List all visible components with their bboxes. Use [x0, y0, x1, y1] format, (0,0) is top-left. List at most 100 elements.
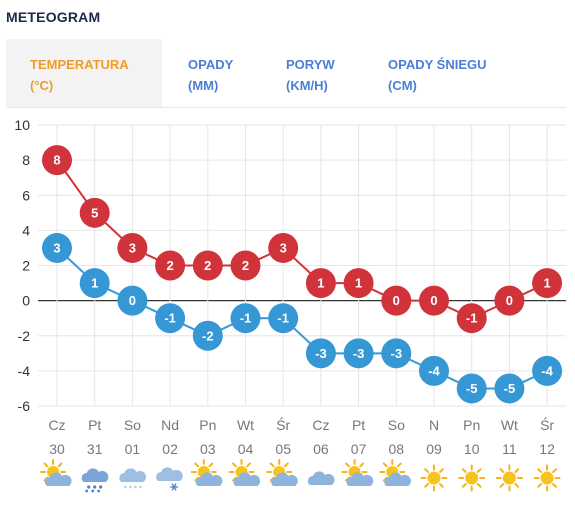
- data-label-max: 1: [317, 276, 324, 291]
- weather-icons-row: [40, 459, 561, 493]
- y-tick-label: 0: [22, 293, 30, 309]
- cloud-shape: [307, 471, 335, 485]
- data-label-max: 2: [204, 258, 211, 273]
- data-point-max: [230, 250, 261, 281]
- data-label-max: 0: [506, 293, 513, 308]
- chart-series: 8 5 3 2 2 2 3 1 1 0 0 -1 0 1 3 1 0 -1 -2 -1 -1 -3 -3 -3 -4 -5 -5 -4: [42, 145, 563, 404]
- rain-drop: [97, 489, 101, 493]
- x-date-label: 05: [275, 441, 291, 457]
- data-label-max: 2: [166, 258, 173, 273]
- sun-ray: [283, 462, 289, 468]
- y-tick-label: -2: [18, 328, 31, 344]
- tab-snowfall-label: OPADY ŚNIEGU: [388, 57, 487, 72]
- sun-ray: [552, 468, 557, 473]
- sun-ray: [461, 483, 467, 488]
- x-day-label: Pn: [463, 417, 480, 433]
- cloud-snowflake-icon: [156, 467, 183, 491]
- data-label-max: 0: [430, 293, 437, 308]
- sun-disc: [427, 471, 441, 485]
- sun-ray: [396, 462, 402, 468]
- data-point-max: [456, 303, 487, 334]
- sun-ray: [424, 468, 429, 473]
- rain-drop: [87, 485, 91, 489]
- data-label-max: 0: [393, 293, 400, 308]
- y-tick-label: 6: [22, 187, 30, 203]
- sun-cloud-icon: [266, 459, 298, 486]
- tab-temperature[interactable]: TEMPERATURA (°C): [6, 39, 162, 107]
- data-label-max: 3: [129, 240, 136, 255]
- data-label-min: -4: [541, 363, 553, 378]
- data-point-max: [532, 268, 563, 299]
- cloud-snow-icon: [119, 468, 147, 489]
- rain-drop: [85, 489, 89, 493]
- cloud-icon: [307, 471, 335, 485]
- data-label-min: -1: [240, 311, 252, 326]
- sun-ray: [476, 468, 482, 473]
- data-label-min: 3: [53, 240, 60, 255]
- sun-icon: [495, 464, 523, 492]
- rain-drop: [93, 485, 97, 489]
- data-point-max: [42, 145, 72, 176]
- sun-cloud-icon: [190, 459, 223, 486]
- sun-ray: [43, 462, 49, 468]
- sun-ray: [499, 483, 505, 488]
- data-point-max: [192, 250, 223, 281]
- data-label-min: -3: [391, 346, 403, 361]
- data-point-min: [230, 303, 261, 334]
- sun-ray: [208, 462, 214, 468]
- snow-dot: [134, 485, 137, 489]
- data-label-max: 2: [242, 258, 249, 273]
- sun-ray: [461, 468, 467, 473]
- data-label-max: -1: [466, 311, 478, 326]
- data-label-min: -4: [428, 363, 440, 378]
- data-point-max: [343, 268, 374, 299]
- chart-axes: -6-4-20246810Cz30Pt31So01Nd02Pn03Wt04Śr0…: [14, 117, 555, 457]
- y-tick-label: 4: [22, 222, 30, 238]
- cloud-shape: [81, 468, 109, 482]
- x-day-label: Nd: [161, 417, 179, 433]
- sun-icon: [533, 464, 561, 492]
- data-point-min: [268, 303, 299, 334]
- tab-gust-unit: (KM/H): [286, 78, 328, 93]
- tab-snowfall[interactable]: OPADY ŚNIEGU (CM): [364, 39, 514, 107]
- x-day-label: Wt: [501, 417, 518, 433]
- tab-gust[interactable]: PORYW (KM/H): [262, 39, 364, 107]
- data-point-min: [192, 320, 223, 351]
- data-point-max: [268, 232, 299, 263]
- cloud-shape: [195, 472, 223, 486]
- sun-ray: [57, 462, 63, 468]
- data-point-min: [117, 285, 148, 316]
- snowflake-stroke: [171, 483, 177, 491]
- sun-cloud-icon: [341, 459, 374, 486]
- sun-icon: [458, 464, 486, 492]
- cloud-shape: [156, 467, 183, 481]
- y-tick-label: -6: [18, 398, 31, 414]
- tab-precipitation-unit: (MM): [188, 78, 219, 93]
- sun-ray: [269, 462, 275, 468]
- x-date-label: 08: [389, 441, 405, 457]
- data-label-min: -3: [353, 346, 365, 361]
- sun-ray: [552, 483, 557, 488]
- x-day-label: Pt: [352, 417, 365, 433]
- data-label-max: 5: [91, 205, 98, 220]
- sun-ray: [439, 468, 444, 473]
- data-label-min: -5: [466, 381, 478, 396]
- x-date-label: 06: [313, 441, 329, 457]
- x-day-label: So: [388, 417, 405, 433]
- cloud-shape: [233, 472, 261, 486]
- data-point-min: [456, 373, 487, 404]
- sun-disc: [502, 471, 516, 485]
- data-point-min: [381, 338, 412, 369]
- data-point-min: [42, 232, 72, 263]
- cloud-shape: [346, 472, 374, 486]
- meteogram-heading: METEOGRAM: [6, 9, 101, 25]
- tab-temperature-label: TEMPERATURA: [30, 57, 129, 72]
- data-label-min: 0: [129, 293, 136, 308]
- tab-precipitation[interactable]: OPADY (MM): [164, 39, 262, 107]
- tab-gust-label: PORYW: [286, 57, 335, 72]
- snow-dot: [139, 485, 142, 489]
- data-point-min: [532, 355, 563, 386]
- sun-ray: [424, 483, 429, 488]
- tab-snowfall-unit: (CM): [388, 78, 417, 93]
- sun-ray: [246, 462, 251, 468]
